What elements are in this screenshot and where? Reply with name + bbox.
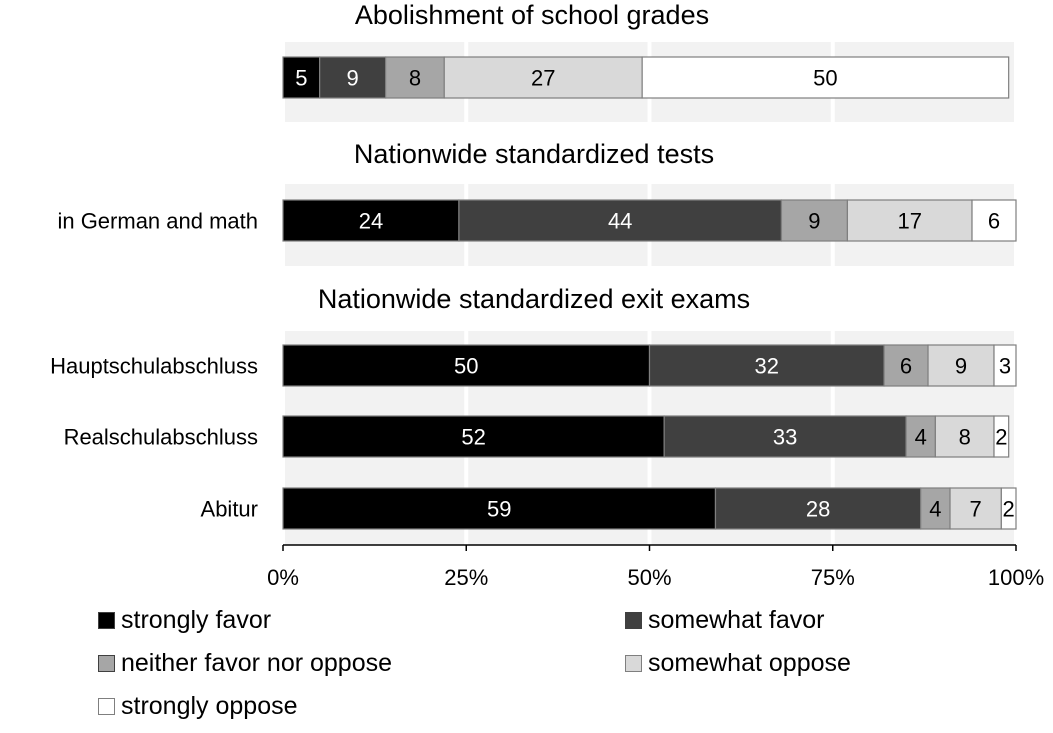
legend-item: somewhat favor xyxy=(625,606,824,635)
bar-segment xyxy=(993,344,1017,387)
bar-segment xyxy=(883,344,929,387)
data-label: 59 xyxy=(487,497,511,522)
bar-segment xyxy=(282,344,651,387)
data-label: 27 xyxy=(531,66,555,91)
bar-segment xyxy=(949,487,1002,530)
legend-swatch xyxy=(98,612,115,629)
data-label: 2 xyxy=(995,425,1007,450)
data-label: 17 xyxy=(897,209,921,234)
legend-label: strongly favor xyxy=(121,606,272,634)
section-title: Nationwide standardized tests xyxy=(354,139,714,169)
bar-segment xyxy=(920,487,951,530)
data-label: 50 xyxy=(813,66,837,91)
bar-segment xyxy=(443,56,643,99)
bar-segment xyxy=(993,415,1010,458)
bar-segment xyxy=(641,56,1010,99)
bar-segment xyxy=(663,415,907,458)
bar-segment xyxy=(319,56,387,99)
data-label: 52 xyxy=(461,425,485,450)
section-title: Nationwide standardized exit exams xyxy=(318,284,750,314)
data-label: 28 xyxy=(806,497,830,522)
data-label: 4 xyxy=(929,497,941,522)
row-label: Abitur xyxy=(201,497,258,522)
data-label: 3 xyxy=(999,354,1011,379)
legend-label: somewhat favor xyxy=(648,606,825,634)
bar-segment xyxy=(458,199,783,242)
data-label: 9 xyxy=(955,354,967,379)
data-label: 50 xyxy=(454,354,478,379)
row-label: in German and math xyxy=(57,209,258,234)
chart-legend: strongly favor somewhat favor neither favo… xyxy=(98,598,998,728)
x-tick-label: 50% xyxy=(627,565,671,590)
legend-item: strongly favor xyxy=(98,606,271,635)
bar-segment xyxy=(846,199,973,242)
data-label: 2 xyxy=(1003,497,1015,522)
bar-segment xyxy=(927,344,995,387)
legend-swatch xyxy=(625,655,642,672)
bar-segment xyxy=(934,415,995,458)
section-title: Abolishment of school grades xyxy=(355,0,709,30)
bar-segment xyxy=(714,487,922,530)
legend-label: somewhat oppose xyxy=(648,649,851,677)
data-label: 6 xyxy=(900,354,912,379)
legend-swatch xyxy=(625,612,642,629)
data-label: 6 xyxy=(988,209,1000,234)
bar-segment xyxy=(971,199,1017,242)
legend-item: somewhat oppose xyxy=(625,649,851,678)
bar-segment xyxy=(282,199,460,242)
data-label: 24 xyxy=(359,209,383,234)
legend-item: strongly oppose xyxy=(98,692,298,721)
data-label: 4 xyxy=(915,425,927,450)
data-label: 7 xyxy=(970,497,982,522)
data-label: 9 xyxy=(808,209,820,234)
data-label: 8 xyxy=(409,66,421,91)
bar-segment xyxy=(1000,487,1017,530)
legend-label: neither favor nor oppose xyxy=(121,649,393,677)
row-label: Hauptschulabschluss xyxy=(50,354,258,379)
legend-item: neither favor nor oppose xyxy=(98,649,392,678)
legend-swatch xyxy=(98,698,115,715)
x-tick-label: 100% xyxy=(988,565,1044,590)
x-tick-label: 0% xyxy=(267,565,299,590)
x-tick-label: 75% xyxy=(811,565,855,590)
bar-segment xyxy=(282,56,321,99)
data-label: 9 xyxy=(347,66,359,91)
bar-segment xyxy=(648,344,885,387)
data-label: 32 xyxy=(755,354,779,379)
data-label: 5 xyxy=(295,66,307,91)
x-tick-label: 25% xyxy=(444,565,488,590)
legend-label: strongly oppose xyxy=(121,692,298,720)
legend-swatch xyxy=(98,655,115,672)
bar-segment xyxy=(385,56,445,99)
bar-segment xyxy=(780,199,849,242)
data-label: 44 xyxy=(608,209,632,234)
row-label: Realschulabschluss xyxy=(64,425,258,450)
data-label: 8 xyxy=(959,425,971,450)
data-label: 33 xyxy=(773,425,797,450)
